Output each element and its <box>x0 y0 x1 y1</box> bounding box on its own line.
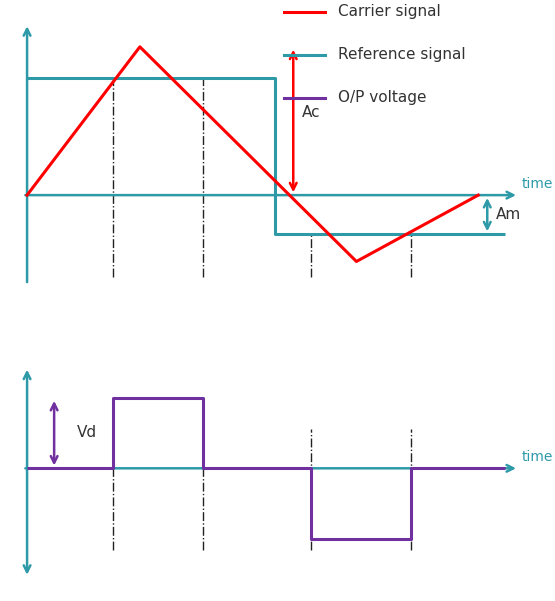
Text: Ac: Ac <box>302 105 321 120</box>
Text: Reference signal: Reference signal <box>339 47 466 62</box>
Text: Vd: Vd <box>77 425 97 440</box>
Text: Carrier signal: Carrier signal <box>339 4 441 19</box>
Text: O/P voltage: O/P voltage <box>339 90 427 105</box>
Text: time: time <box>522 177 553 191</box>
Text: Am: Am <box>496 207 522 222</box>
Text: time: time <box>522 450 553 465</box>
